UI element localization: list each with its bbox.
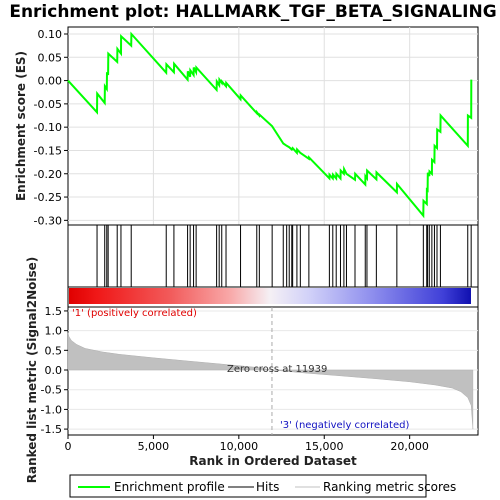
es-y-tick-label: 0.10 <box>38 28 63 41</box>
chart-title: Enrichment plot: HALLMARK_TGF_BETA_SIGNA… <box>9 2 496 22</box>
x-tick-label: 5,000 <box>138 440 170 453</box>
x-tick-label: 10,000 <box>220 440 259 453</box>
metric-y-tick-label: -1.5 <box>41 423 62 436</box>
legend-box <box>69 474 427 498</box>
es-y-tick-label: 0.00 <box>38 75 63 88</box>
metric-y-tick-label: 0.0 <box>45 364 63 377</box>
metric-y-tick-label: 0.5 <box>45 344 63 357</box>
metric-y-tick-label: -0.5 <box>41 384 62 397</box>
es-y-tick-label: -0.20 <box>34 168 62 181</box>
es-y-ticks: 0.10 0.05 0.00 -0.05 -0.10 -0.15 -0.20 -0.25 -0.… <box>34 28 68 227</box>
x-tick-label: 20,000 <box>390 440 429 453</box>
legend-enrichment-profile: Enrichment profile <box>114 480 225 494</box>
es-y-tick-label: -0.25 <box>34 191 62 204</box>
x-ticks: 0 5,000 10,000 15,000 20,000 <box>65 435 429 453</box>
x-axis-label: Rank in Ordered Dataset <box>189 454 357 468</box>
ranking-heatmap-bar <box>69 288 471 304</box>
es-y-tick-label: -0.30 <box>34 214 62 227</box>
metric-y-tick-label: 1.5 <box>45 305 63 318</box>
es-y-tick-label: -0.05 <box>34 98 62 111</box>
metric-y-tick-label: 1.0 <box>45 325 63 338</box>
es-grid <box>68 27 478 225</box>
hit-markers <box>96 225 472 287</box>
metric-y-ticks: 1.5 1.0 0.5 0.0 -0.5 -1.0 -1.5 <box>41 305 68 436</box>
es-y-tick-label: -0.10 <box>34 121 62 134</box>
zero-cross-label: Zero cross at 11939 <box>227 364 327 375</box>
legend-ranking-metric-scores: Ranking metric scores <box>323 480 456 494</box>
metric-y-tick-label: -1.0 <box>41 403 62 416</box>
negative-correlation-label: '3' (negatively correlated) <box>280 420 409 431</box>
es-y-tick-label: 0.05 <box>38 51 63 64</box>
legend-hits: Hits <box>256 480 279 494</box>
positive-correlation-label: '1' (positively correlated) <box>72 308 197 319</box>
legend: Enrichment profile Hits Ranking metric s… <box>69 474 456 498</box>
hits-panel <box>67 224 479 288</box>
es-y-axis-label: Enrichment score (ES) <box>14 51 28 201</box>
es-y-tick-label: -0.15 <box>34 144 62 157</box>
enrichment-profile-line <box>67 31 473 219</box>
x-tick-label: 15,000 <box>305 440 344 453</box>
x-tick-label: 0 <box>65 440 72 453</box>
metric-y-axis-label: Ranked list metric (Signal2Noise) <box>25 257 39 484</box>
